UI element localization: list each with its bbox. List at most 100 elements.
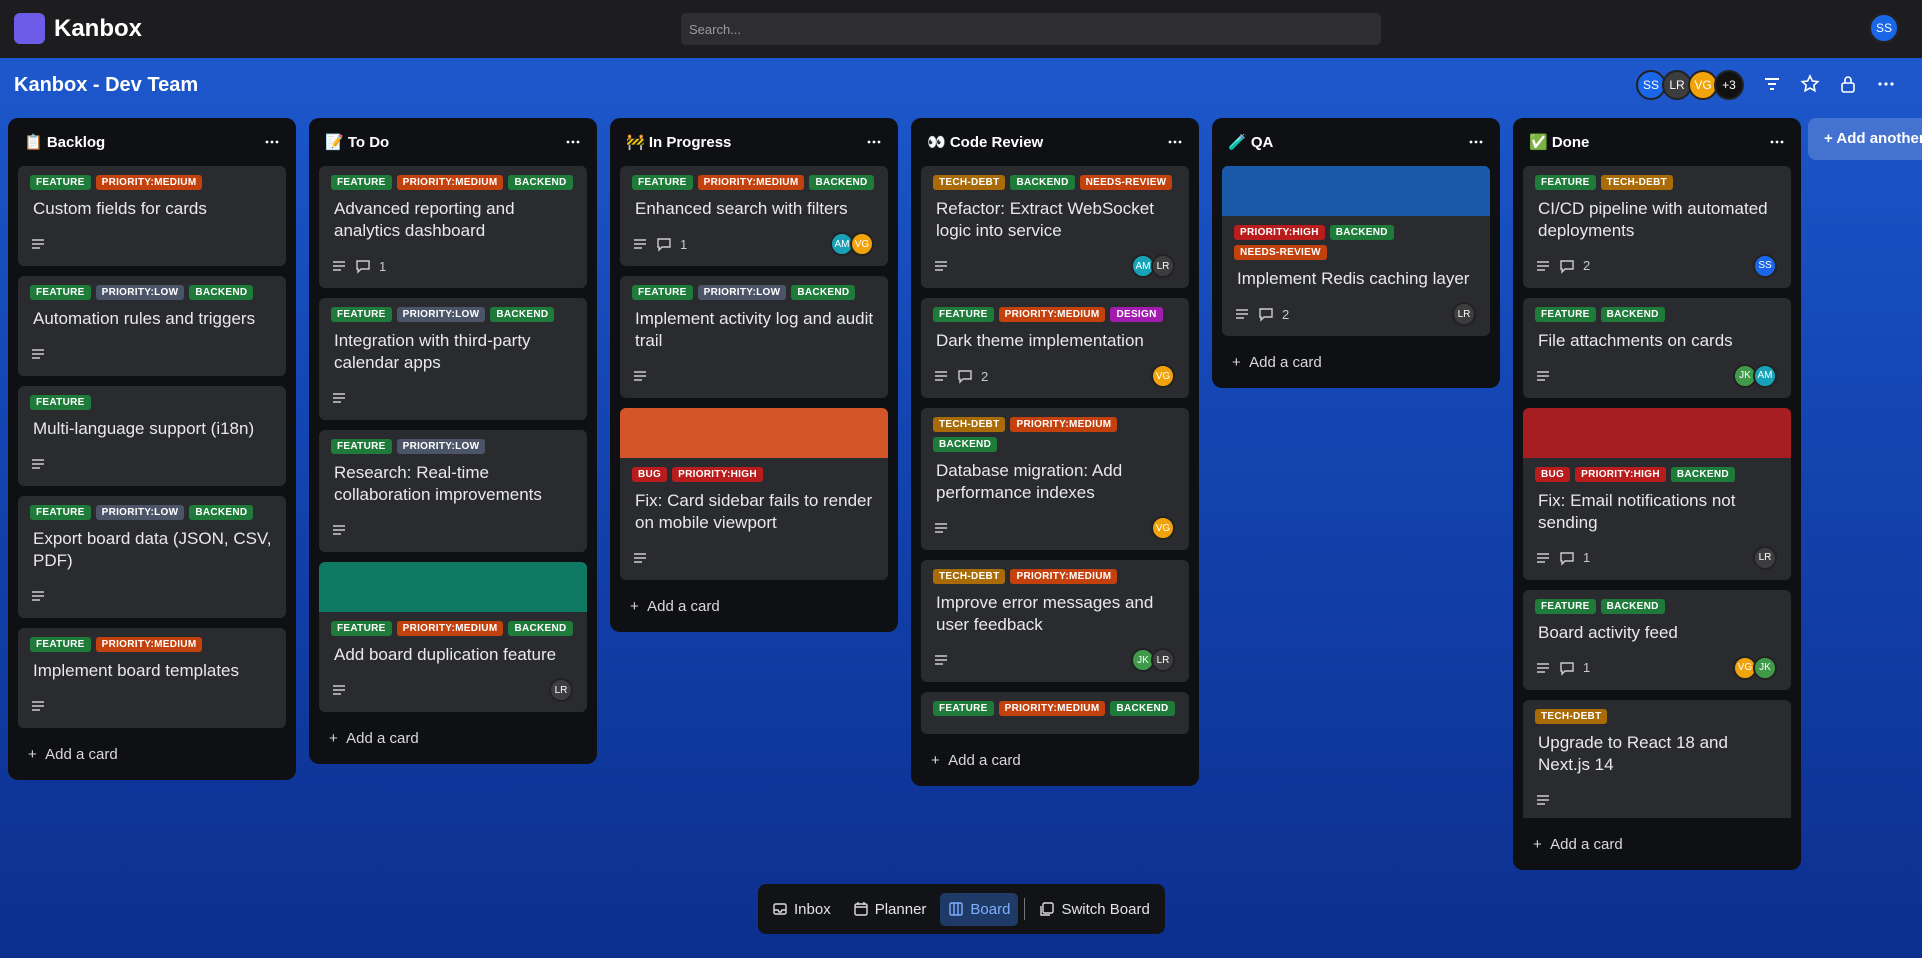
- card[interactable]: FEATURE PRIORITY:LOW Research: Real-time c…: [319, 430, 587, 552]
- card-members: VG JK: [1733, 655, 1777, 680]
- card-body: FEATURE PRIORITY:MEDIUM BACKEND: [921, 692, 1189, 734]
- list-title[interactable]: 🧪 QA: [1228, 134, 1274, 151]
- logo[interactable]: Kanbox: [54, 15, 143, 42]
- nav-item[interactable]: Inbox: [764, 893, 839, 926]
- list-title[interactable]: 📋 Backlog: [24, 134, 106, 151]
- description-icon: [935, 371, 947, 381]
- card[interactable]: FEATURE PRIORITY:LOW BACKEND Export board d…: [18, 496, 286, 618]
- card[interactable]: FEATURE PRIORITY:MEDIUM Implement board te…: [18, 628, 286, 728]
- list-title[interactable]: 🚧 In Progress: [626, 134, 732, 151]
- lock-icon[interactable]: [1838, 74, 1858, 94]
- label: FEATURE: [331, 175, 392, 190]
- more-icon[interactable]: [1876, 74, 1896, 94]
- card-member[interactable]: LR: [1151, 648, 1175, 672]
- card[interactable]: TECH-DEBT BACKEND NEEDS-REVIEW Refactor: Ex…: [921, 166, 1189, 288]
- list-title[interactable]: 👀 Code Review: [927, 134, 1044, 151]
- description-icon: [1537, 552, 1549, 563]
- member-avatar[interactable]: LR: [1662, 70, 1692, 100]
- card[interactable]: FEATURE PRIORITY:MEDIUM DESIGN Dark theme i…: [921, 298, 1189, 398]
- add-card[interactable]: + Add a card: [28, 745, 118, 763]
- card[interactable]: FEATURE PRIORITY:MEDIUM Custom fields for …: [18, 166, 286, 266]
- nav-item[interactable]: Switch Board: [1031, 893, 1157, 926]
- nav-label: Inbox: [794, 900, 831, 918]
- label: PRIORITY:HIGH: [1234, 225, 1325, 240]
- add-card[interactable]: + Add a card: [931, 751, 1021, 769]
- labels: TECH-DEBT BACKEND NEEDS-REVIEW: [933, 175, 1175, 190]
- card[interactable]: FEATURE PRIORITY:MEDIUM BACKEND Add board d…: [319, 562, 587, 712]
- card[interactable]: FEATURE BACKEND Board activity feed 1 VG JK: [1523, 589, 1791, 690]
- card-title: Board activity feed: [1538, 622, 1678, 642]
- add-card-text: Add a card: [1249, 353, 1322, 371]
- card-body: FEATURE PRIORITY:LOW BACKEND Automation rul…: [18, 276, 286, 376]
- card[interactable]: FEATURE TECH-DEBT CI/CD pipeline with auto…: [1523, 165, 1791, 288]
- card-member[interactable]: LR: [1753, 545, 1777, 570]
- label: PRIORITY:MEDIUM: [95, 175, 203, 190]
- add-list[interactable]: + Add another list: [1808, 118, 1922, 160]
- add-card[interactable]: + Add a card: [1232, 353, 1322, 371]
- card[interactable]: FEATURE PRIORITY:MEDIUM BACKEND: [921, 692, 1189, 734]
- description-icon: [935, 523, 947, 533]
- label: PRIORITY:MEDIUM: [396, 175, 504, 190]
- nav-item[interactable]: Planner: [845, 893, 935, 926]
- card-member[interactable]: SS: [1753, 253, 1777, 278]
- add-card[interactable]: + Add a card: [630, 597, 720, 615]
- more-members[interactable]: +3: [1714, 70, 1744, 100]
- card-meta: [331, 386, 573, 410]
- card-member[interactable]: VG: [1151, 364, 1175, 388]
- add-card[interactable]: + Add a card: [329, 729, 419, 747]
- card[interactable]: TECH-DEBT Upgrade to React 18 and Next.js…: [1523, 699, 1791, 818]
- card-title: File attachments on cards: [1538, 330, 1733, 350]
- members: SS LR VG +3: [1636, 70, 1744, 100]
- list-title[interactable]: ✅ Done: [1529, 133, 1590, 151]
- card[interactable]: TECH-DEBT PRIORITY:MEDIUM BACKEND Database …: [921, 408, 1189, 550]
- card[interactable]: FEATURE BACKEND File attachments on cards J…: [1523, 297, 1791, 398]
- card-member[interactable]: VG: [1151, 516, 1175, 540]
- labels: FEATURE PRIORITY:MEDIUM BACKEND: [331, 621, 573, 636]
- card[interactable]: TECH-DEBT PRIORITY:MEDIUM Improve error me…: [921, 560, 1189, 682]
- card-body: FEATURE PRIORITY:MEDIUM Custom fields for …: [18, 166, 286, 266]
- board-title[interactable]: Kanbox - Dev Team: [14, 74, 199, 96]
- card[interactable]: FEATURE PRIORITY:MEDIUM BACKEND Advanced re…: [319, 166, 587, 288]
- list-menu: [1770, 140, 1784, 144]
- card[interactable]: BUG PRIORITY:HIGH BACKEND Fix: Email notifi…: [1523, 407, 1791, 580]
- card[interactable]: PRIORITY:HIGH BACKEND NEEDS-REVIEW Implemen…: [1222, 166, 1490, 336]
- label: BACKEND: [1600, 306, 1665, 322]
- label: FEATURE: [30, 175, 91, 190]
- card[interactable]: BUG PRIORITY:HIGH Fix: Card sidebar fails …: [620, 408, 888, 580]
- cards: FEATURE PRIORITY:MEDIUM BACKEND Advanced re…: [319, 166, 587, 712]
- card-member[interactable]: LR: [1452, 302, 1476, 326]
- list-header: 🚧 In Progress: [620, 118, 888, 166]
- member-avatar[interactable]: SS: [1636, 70, 1666, 100]
- label: PRIORITY:LOW: [95, 285, 185, 300]
- card[interactable]: FEATURE Multi-language support (i18n): [18, 386, 286, 486]
- card[interactable]: FEATURE PRIORITY:MEDIUM BACKEND Enhanced se…: [620, 166, 888, 266]
- card[interactable]: FEATURE PRIORITY:LOW BACKEND Integration wi…: [319, 298, 587, 420]
- list: 🧪 QA PRIORITY:HIGH BACKEND NEEDS-REVIEW Impl…: [1212, 118, 1500, 388]
- card-member[interactable]: VG: [850, 232, 874, 256]
- card-member[interactable]: JK: [1753, 655, 1777, 680]
- description-icon: [32, 701, 44, 711]
- search[interactable]: Search...: [681, 13, 1381, 45]
- add-card-text: Add a card: [346, 729, 419, 747]
- label: TECH-DEBT: [933, 417, 1006, 432]
- description-icon: [333, 261, 345, 271]
- card-member[interactable]: LR: [549, 678, 573, 702]
- card-member[interactable]: AM: [1753, 363, 1777, 388]
- card[interactable]: FEATURE PRIORITY:LOW BACKEND Implement acti…: [620, 276, 888, 398]
- add-card[interactable]: + Add a card: [1533, 835, 1623, 853]
- card-meta: [30, 694, 272, 718]
- star-icon[interactable]: [1800, 74, 1820, 94]
- user-avatar[interactable]: SS: [1869, 13, 1899, 43]
- card-member[interactable]: LR: [1151, 254, 1175, 278]
- label: FEATURE: [933, 307, 994, 322]
- labels: BUG PRIORITY:HIGH: [632, 467, 874, 482]
- card-meta: 1 LR: [1535, 545, 1777, 570]
- nav-item[interactable]: Board: [940, 892, 1019, 926]
- card-body: FEATURE PRIORITY:MEDIUM DESIGN Dark theme i…: [921, 298, 1189, 398]
- card[interactable]: FEATURE PRIORITY:LOW BACKEND Automation rul…: [18, 276, 286, 376]
- filter-icon[interactable]: [1762, 74, 1782, 94]
- cards: TECH-DEBT BACKEND NEEDS-REVIEW Refactor: Ex…: [921, 166, 1189, 734]
- list-title[interactable]: 📝 To Do: [325, 134, 390, 151]
- member-avatar[interactable]: VG: [1688, 70, 1718, 100]
